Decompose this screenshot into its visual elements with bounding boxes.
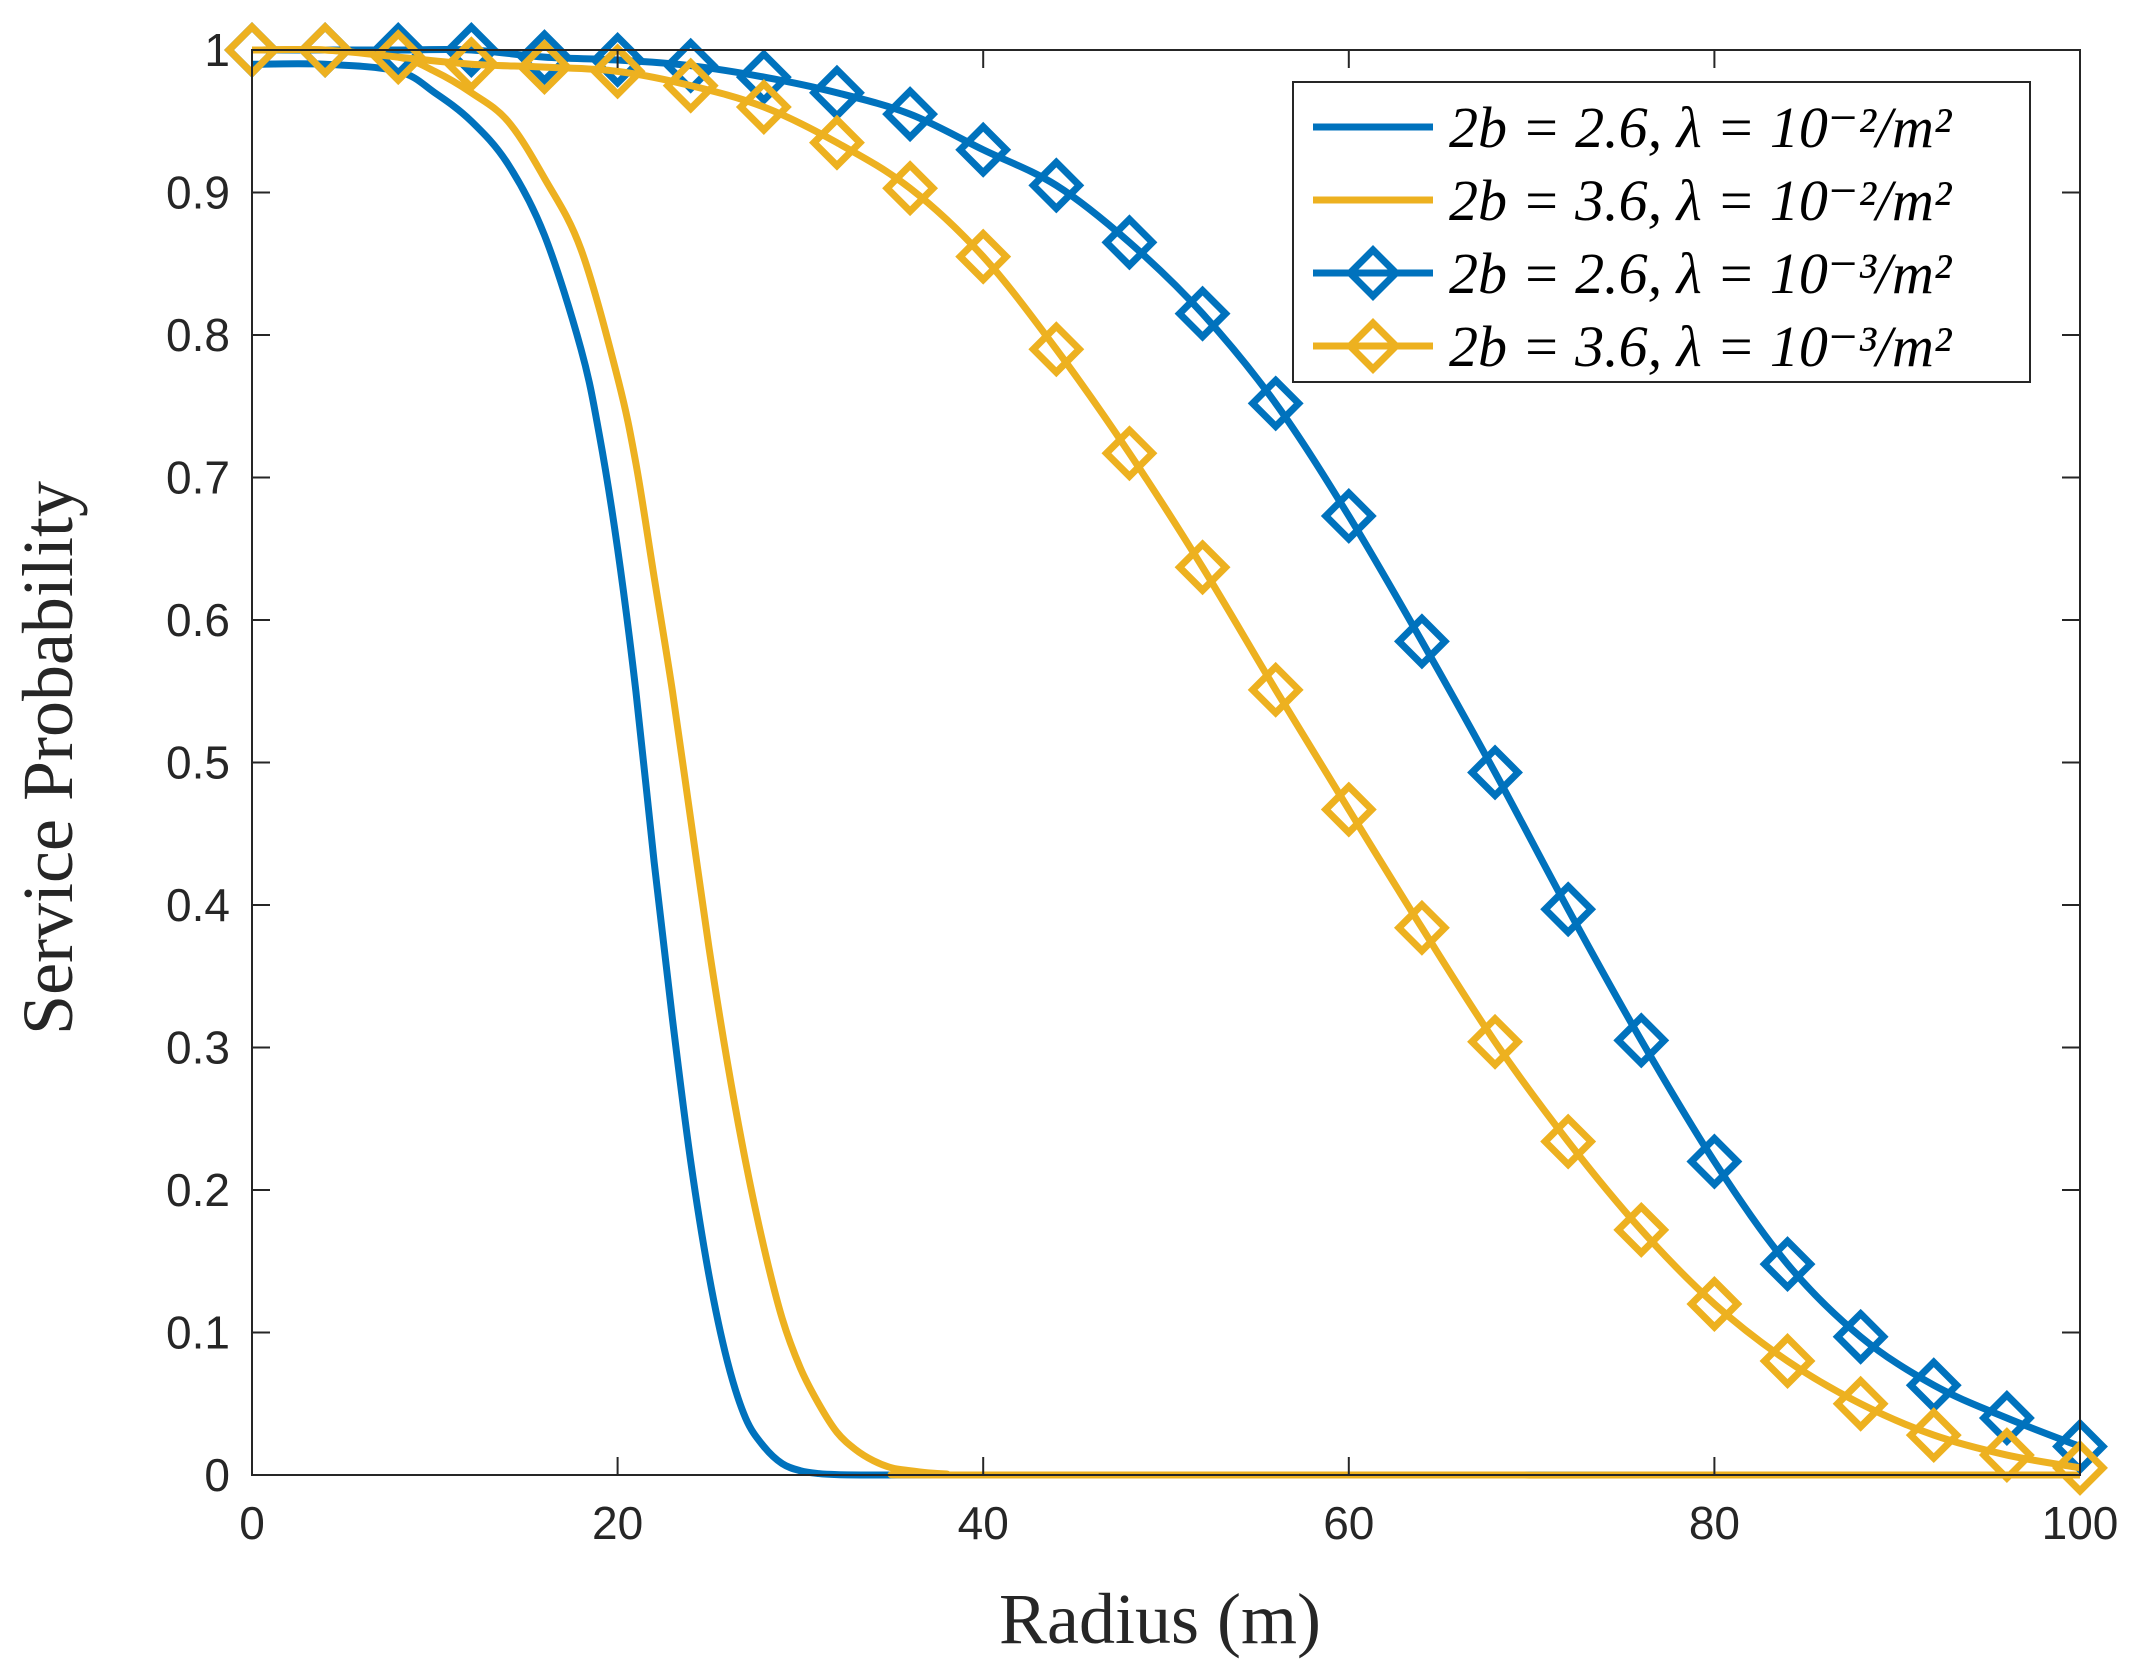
x-tick-label: 0 (239, 1497, 265, 1549)
data-point-marker (1247, 661, 1304, 718)
data-point-marker (1540, 1113, 1597, 1170)
data-point-marker (1174, 539, 1231, 596)
data-point-marker (809, 114, 865, 171)
data-point-marker (1467, 1013, 1523, 1070)
y-tick-label: 0.4 (166, 879, 230, 931)
data-point-marker (1686, 1133, 1743, 1190)
data-point-marker (589, 32, 646, 88)
data-point-marker (1467, 744, 1523, 801)
data-point-marker (955, 228, 1012, 285)
legend-label: 2b = 3.6, λ = 10⁻²/m² (1449, 168, 1953, 233)
data-point-marker (1686, 1276, 1743, 1332)
legend-marker-sample (1345, 245, 1401, 301)
data-point-marker (1320, 781, 1377, 838)
y-tick-label: 0.3 (166, 1022, 230, 1074)
x-tick-label: 20 (592, 1497, 643, 1549)
data-point-marker (1028, 157, 1085, 214)
x-tick-label: 80 (1689, 1497, 1740, 1549)
data-point-marker (1320, 488, 1377, 544)
series-line (251, 45, 2081, 1479)
y-tick-label: 1 (204, 24, 230, 76)
data-point-marker (297, 22, 354, 78)
legend: 2b = 2.6, λ = 10⁻²/m² 2b = 3.6, λ = 10⁻²/… (1292, 81, 2031, 383)
x-tick-label: 100 (2042, 1497, 2119, 1549)
legend-item-1: 2b = 2.6, λ = 10⁻²/m² (1313, 95, 1953, 160)
data-point-marker (1028, 321, 1085, 378)
legend-label: 2b = 3.6, λ = 10⁻³/m² (1449, 314, 1953, 379)
data-point-marker (1905, 1407, 1962, 1464)
legend-label: 2b = 2.6, λ = 10⁻³/m² (1449, 241, 1953, 306)
y-axis-title: Service Probability (8, 481, 88, 1035)
data-point-marker (443, 36, 500, 93)
x-tick-label: 40 (958, 1497, 1009, 1549)
axes-box (251, 49, 2081, 1476)
y-tick-label: 0.7 (166, 452, 230, 504)
data-point-marker (1832, 1375, 1889, 1432)
axes-layer: 0 20 40 60 80 100 0 0.1 0.2 0.3 0.4 0.5 0.6 0.7 0.8 0.9… (166, 24, 2118, 1549)
x-axis-title: Radius (m) (999, 1579, 1321, 1659)
y-tick-label: 0.5 (166, 737, 230, 789)
legend-item-3: 2b = 2.6, λ = 10⁻³/m² (1313, 241, 1953, 306)
data-point-marker (443, 22, 500, 78)
y-tick-label: 0.6 (166, 594, 230, 646)
data-point-marker (1101, 214, 1158, 271)
data-point-marker (1393, 899, 1450, 956)
y-tick-label: 0 (204, 1449, 230, 1501)
x-tick-label: 60 (1323, 1497, 1374, 1549)
legend-label: 2b = 2.6, λ = 10⁻²/m² (1449, 95, 1953, 160)
data-point-marker (662, 57, 719, 114)
y-tick-label: 0.1 (166, 1307, 230, 1359)
data-point-marker (1247, 375, 1304, 432)
data-point-marker (1978, 1390, 2035, 1446)
data-point-marker (735, 49, 792, 106)
data-point-marker (1759, 1333, 1816, 1389)
data-point-marker (516, 39, 573, 96)
data-point-marker (955, 121, 1012, 178)
data-point-marker (1540, 881, 1597, 938)
legend-box (1292, 81, 2031, 383)
data-point-marker (1613, 1201, 1670, 1258)
data-point-marker (589, 43, 646, 100)
y-tick-label: 0.8 (166, 309, 230, 361)
data-point-marker (882, 160, 939, 217)
data-point-marker (1101, 425, 1158, 482)
data-point-marker (2052, 1439, 2108, 1496)
legend-marker-sample (1345, 318, 1401, 374)
data-point-marker (1759, 1236, 1816, 1293)
data-point-marker (1978, 1427, 2035, 1483)
data-point-marker (1832, 1308, 1889, 1365)
data-point-marker (1393, 613, 1450, 670)
y-tick-label: 0.9 (166, 167, 230, 219)
y-tick-label: 0.2 (166, 1164, 230, 1216)
series-2 (251, 45, 2081, 1479)
legend-item-4: 2b = 3.6, λ = 10⁻³/m² (1313, 314, 1953, 379)
data-point-marker (1174, 285, 1231, 342)
data-point-marker (735, 79, 792, 135)
data-point-marker (1613, 1012, 1670, 1069)
data-point-marker (882, 86, 939, 143)
data-point-marker (370, 22, 427, 78)
legend-item-2: 2b = 3.6, λ = 10⁻²/m² (1313, 168, 1953, 233)
